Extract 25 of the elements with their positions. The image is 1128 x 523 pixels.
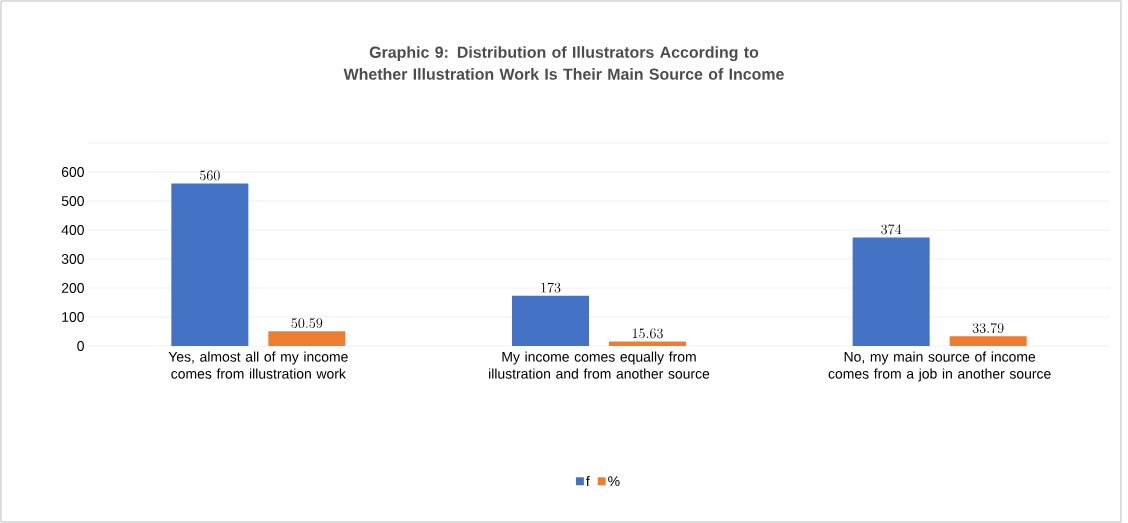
- bar: [852, 237, 930, 346]
- data-label: 15.63: [632, 328, 663, 339]
- legend-label: %: [608, 476, 620, 486]
- bar: [512, 295, 589, 346]
- data-label: 173: [541, 282, 561, 293]
- y-tick-label: 600: [61, 167, 84, 177]
- y-tick-label: 500: [61, 196, 84, 206]
- y-tick-label: 200: [61, 283, 84, 293]
- x-tick-label: No, my main source of income comes from a job in another source: [828, 351, 1051, 382]
- bar: [609, 341, 686, 346]
- x-tick-label: Yes, almost all of my income comes from illustration work: [168, 351, 348, 379]
- y-tick-label: 100: [62, 312, 84, 322]
- data-label: 33.79: [972, 322, 1004, 333]
- bar: [171, 183, 249, 346]
- y-tick-label: 300: [61, 254, 84, 264]
- y-tick-label: 0: [77, 341, 84, 351]
- bar: [949, 336, 1027, 346]
- data-label: 374: [881, 224, 902, 235]
- x-tick-label: My income comes equally from illustration and from another source: [489, 351, 710, 379]
- data-label: 560: [200, 170, 220, 181]
- data-label: 50.59: [291, 318, 323, 329]
- y-tick-label: 400: [61, 225, 84, 235]
- bar: [268, 331, 346, 346]
- legend-label: f: [586, 476, 590, 487]
- chart-title: Graphic 9: Distribution of Illustrators According to Whether Illustration Work Is Their Main Source of Income: [343, 46, 784, 80]
